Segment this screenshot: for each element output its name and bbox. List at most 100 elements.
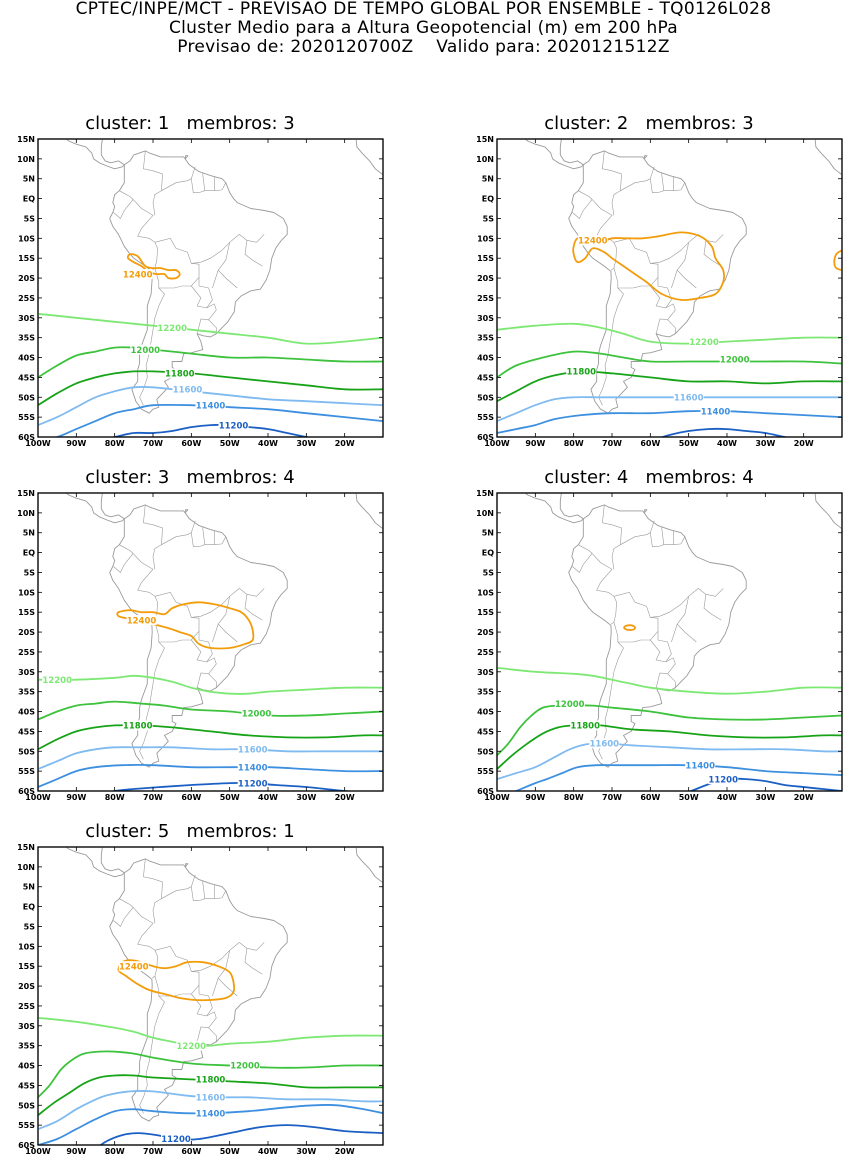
lat-label: 35S: [18, 688, 35, 697]
lon-label: 100W: [25, 439, 51, 448]
lon-label: 50W: [220, 439, 240, 448]
country-border: [191, 588, 240, 618]
contour-label-11800: 11800: [123, 722, 153, 732]
lon-label: 30W: [296, 439, 316, 448]
lon-label: 60W: [181, 793, 201, 802]
contour-label-12400: 12400: [123, 270, 153, 280]
contour-label-11800: 11800: [570, 722, 600, 732]
lat-label: 50S: [18, 393, 35, 402]
lon-label: 60W: [181, 1147, 201, 1156]
lon-label: 90W: [66, 1147, 86, 1156]
country-border: [191, 631, 213, 663]
coastline-south-america: [568, 504, 747, 768]
country-border: [212, 270, 219, 289]
contour-label-12000: 12000: [242, 710, 272, 720]
lat-label: 10N: [476, 155, 494, 164]
contour-11800: [38, 370, 383, 407]
coastline-island: [581, 479, 589, 482]
lat-label: EQ: [482, 195, 494, 204]
contour-label-11600: 11600: [196, 1094, 226, 1104]
country-border: [161, 520, 196, 545]
contour-label-bg: [42, 674, 73, 685]
country-border: [132, 907, 158, 979]
country-border: [244, 240, 263, 267]
country-border: [217, 950, 238, 997]
contour-label-11400: 11400: [701, 407, 731, 417]
lon-label: 20W: [335, 439, 355, 448]
map-layer: 12000 11800 11600 11400 11200: [497, 479, 842, 791]
map-layer: 12400 12200 12000 11800 11600 11400 11200: [38, 479, 383, 791]
contour-label-11200: 11200: [219, 421, 249, 431]
lon-label: 30W: [296, 793, 316, 802]
country-border: [572, 199, 593, 219]
coastline-caribbean: [100, 493, 125, 520]
country-border: [196, 657, 217, 688]
cluster-panel-1: cluster: 1 membros: 3 12400 12200 12000 118…: [0, 113, 400, 458]
contour-label-bg: [195, 1092, 226, 1103]
coastline-africa: [814, 139, 842, 179]
lat-label: 5S: [483, 215, 495, 224]
country-border: [661, 172, 665, 191]
country-border: [650, 532, 686, 547]
country-border: [202, 526, 206, 545]
lat-label: 50S: [18, 1101, 35, 1110]
country-border: [154, 945, 200, 997]
contour-label-12200: 12200: [157, 324, 187, 334]
contour-11600: [38, 746, 383, 770]
lat-label: 5N: [482, 175, 494, 184]
contour-label-11400: 11400: [685, 761, 715, 771]
country-border: [602, 150, 622, 216]
contour-11800: [38, 724, 383, 751]
coastline-africa: [814, 493, 842, 533]
country-border: [212, 978, 219, 997]
coastline-island: [624, 480, 629, 482]
lat-label: 50S: [18, 747, 35, 756]
contour-12000: [38, 700, 383, 721]
lat-label: EQ: [23, 903, 35, 912]
contour-label-bg: [673, 392, 704, 403]
contour-label-bg: [241, 708, 272, 719]
lon-label: 90W: [66, 793, 86, 802]
coastline-island: [122, 479, 130, 482]
country-border: [161, 874, 196, 899]
contour-label-bg: [126, 615, 157, 626]
country-border: [143, 858, 163, 924]
country-border: [239, 942, 265, 951]
country-border: [620, 520, 655, 545]
country-border: [655, 303, 676, 334]
header-line-2: Cluster Medio para a Altura Geopotencial…: [168, 18, 679, 38]
lon-label: 80W: [564, 439, 584, 448]
contour-label-bg: [164, 368, 195, 379]
lon-label: 40W: [717, 793, 737, 802]
contour-label-11400: 11400: [238, 763, 268, 773]
lat-label: 45S: [18, 373, 35, 382]
lat-label: 5S: [483, 569, 495, 578]
contour-11400: [38, 1103, 383, 1145]
lat-label: 60S: [477, 433, 494, 442]
coastline-caribbean: [100, 139, 125, 166]
country-border: [191, 277, 213, 309]
map-layer: 12400 12200 12000 11800 11600 11400 11200: [38, 847, 383, 1145]
lat-label: 40S: [18, 1062, 35, 1071]
contour-label-12400: 12400: [578, 237, 608, 247]
lat-label: 30S: [477, 668, 494, 677]
contour-11400: [38, 764, 383, 788]
coastline-central-america: [38, 847, 125, 878]
panel-title: cluster: 5 membros: 1: [85, 821, 295, 842]
country-border: [676, 242, 697, 289]
country-border: [650, 277, 672, 309]
lat-label: 35S: [18, 334, 35, 343]
panel-title: cluster: 3 membros: 4: [85, 467, 295, 488]
lat-label: EQ: [482, 549, 494, 558]
lat-label: 15S: [477, 608, 494, 617]
lat-label: 45S: [477, 727, 494, 736]
lat-label: 5N: [23, 883, 35, 892]
lon-label: 50W: [679, 439, 699, 448]
coastline-island: [185, 155, 189, 159]
contour-11600: [497, 396, 842, 422]
contour-12400: [572, 231, 725, 301]
country-border: [119, 898, 134, 908]
lat-label: 40S: [18, 354, 35, 363]
coastline-island: [185, 863, 189, 867]
